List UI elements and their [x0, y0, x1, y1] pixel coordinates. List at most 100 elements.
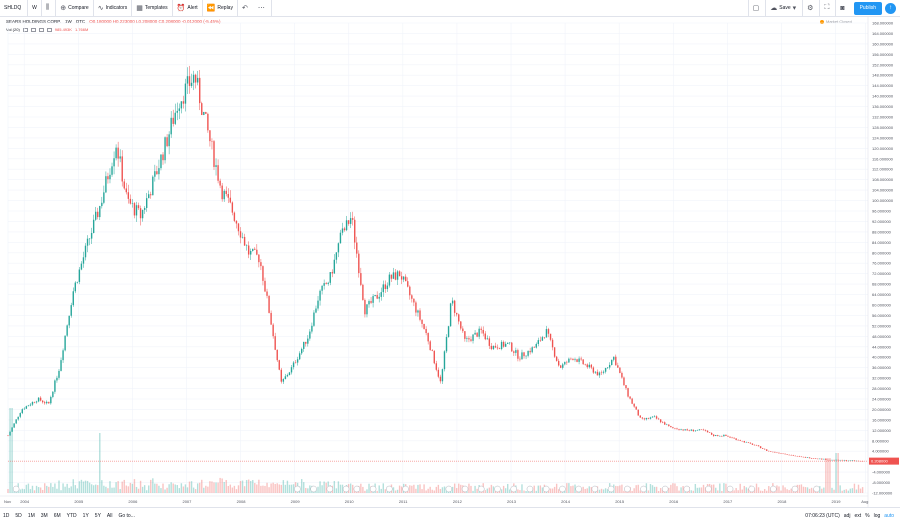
save-button[interactable]: ☁ Save ▾: [765, 0, 802, 17]
candle-body: [833, 459, 835, 461]
candles-icon: ⫼: [46, 4, 50, 11]
candle-body: [729, 436, 731, 438]
publish-button[interactable]: Publish: [853, 1, 882, 15]
event-marker: [12, 485, 20, 493]
timeframe-6m[interactable]: 6M: [53, 513, 61, 519]
volume-bar: [95, 484, 97, 493]
timeframe-ytd[interactable]: YTD: [66, 513, 77, 519]
volume-bar: [247, 479, 250, 493]
indicators-button[interactable]: ∿ Indicators: [94, 0, 133, 17]
timeframe-all[interactable]: All: [106, 513, 113, 519]
candle-body: [15, 419, 17, 424]
interval-button[interactable]: W: [28, 0, 42, 17]
candle-body: [9, 431, 11, 436]
volume-bar: [743, 485, 745, 493]
timeframe-1m[interactable]: 1M: [27, 513, 35, 519]
time-tick-label: 2004: [20, 499, 30, 504]
symbol-search[interactable]: SHLDQ: [0, 0, 28, 17]
candle-body: [676, 428, 678, 430]
timeframe-5d[interactable]: 5D: [15, 513, 22, 519]
cloud-icon: ☁: [770, 5, 778, 12]
candle-body: [245, 245, 248, 246]
timeframe-3m[interactable]: 3M: [40, 513, 48, 519]
volume-bar: [841, 490, 843, 493]
volume-bar: [509, 489, 511, 493]
timeframe-1y[interactable]: 1Y: [82, 513, 89, 519]
ext-toggle[interactable]: ext: [854, 513, 862, 519]
goto-button[interactable]: Go to...: [118, 513, 135, 519]
candle-body: [737, 439, 739, 441]
timeframe-1d[interactable]: 1D: [3, 513, 10, 519]
event-marker: [591, 485, 599, 493]
symbol-legend: SEARS HOLDINGS CORP. 1W OTC O0.180000 H0…: [6, 19, 221, 24]
volume-bar: [653, 486, 656, 493]
candle-body: [209, 130, 211, 142]
close-icon[interactable]: [38, 27, 44, 32]
log-toggle[interactable]: log: [873, 513, 881, 519]
volume-bar: [812, 489, 815, 493]
volume-bar: [227, 485, 229, 493]
publish-options-button[interactable]: ↑: [885, 2, 896, 14]
candle-body: [237, 223, 240, 232]
volume-bar: [433, 490, 435, 493]
volume-bar: [107, 488, 109, 493]
price-tick-label: 96.000000: [872, 209, 892, 214]
candle-body: [527, 350, 529, 356]
candle-body: [780, 453, 782, 454]
candle-body: [280, 369, 283, 382]
candle-body: [727, 435, 729, 437]
timeframe-5y[interactable]: 5Y: [94, 513, 101, 519]
eye-icon[interactable]: [22, 27, 28, 32]
candle-body: [562, 364, 564, 368]
snapshot-button[interactable]: ◙: [835, 0, 850, 17]
replay-button[interactable]: ⏪ Replay: [203, 0, 238, 17]
redo-button[interactable]: ⋯: [254, 0, 272, 17]
volume-bar: [694, 484, 697, 493]
adj-toggle[interactable]: adj: [843, 513, 851, 519]
candle-body: [582, 359, 584, 365]
auto-toggle[interactable]: auto: [884, 513, 894, 519]
more-icon[interactable]: [46, 27, 52, 32]
alert-button[interactable]: ⏰ Alert: [173, 0, 203, 17]
volume-bar: [678, 490, 680, 493]
candle-body: [794, 455, 796, 457]
volume-bar: [58, 480, 60, 493]
candle-body: [131, 203, 134, 204]
candle-body: [453, 300, 456, 313]
candle-body: [639, 415, 641, 418]
volume-ma: 1.766M: [74, 27, 89, 32]
settings-button[interactable]: ⚙: [802, 0, 819, 17]
volume-bar: [417, 484, 419, 493]
compare-button[interactable]: ⊕ Compare: [56, 0, 94, 17]
volume-bar: [280, 484, 283, 493]
event-marker: [726, 485, 734, 493]
candle-body: [213, 141, 215, 167]
volume-bar: [21, 488, 23, 493]
undo-button[interactable]: ↶: [238, 0, 254, 17]
candle-body: [164, 137, 166, 161]
price-tick-label: 8.000000: [872, 438, 889, 443]
settings-icon[interactable]: [30, 27, 36, 32]
price-chart[interactable]: -12.000000 -8.000000 -4.000000 4.000000 8.00…: [0, 17, 900, 507]
candle-body: [557, 360, 560, 366]
layout-button[interactable]: ▢: [747, 0, 766, 17]
price-tick-label: 80.000000: [872, 250, 892, 255]
candle-body: [478, 328, 480, 337]
candle-body: [829, 459, 831, 461]
volume-bar: [808, 488, 811, 493]
chart-style-button[interactable]: ⫼: [42, 0, 57, 17]
candle-body: [305, 341, 307, 344]
templates-button[interactable]: ▦ Templates: [132, 0, 173, 17]
market-status[interactable]: Market Closed: [820, 19, 852, 24]
candle-body: [52, 391, 54, 397]
candle-body: [770, 451, 772, 452]
candle-body: [647, 417, 650, 419]
volume-bar: [105, 486, 107, 493]
candle-body: [574, 359, 576, 361]
volume-bar: [111, 487, 113, 493]
percent-toggle[interactable]: %: [865, 513, 870, 519]
fullscreen-button[interactable]: ⛶: [819, 0, 835, 17]
volume-bar: [851, 488, 854, 493]
volume-bar: [68, 487, 70, 493]
clock-readout[interactable]: 07:06:23 (UTC): [805, 513, 840, 519]
